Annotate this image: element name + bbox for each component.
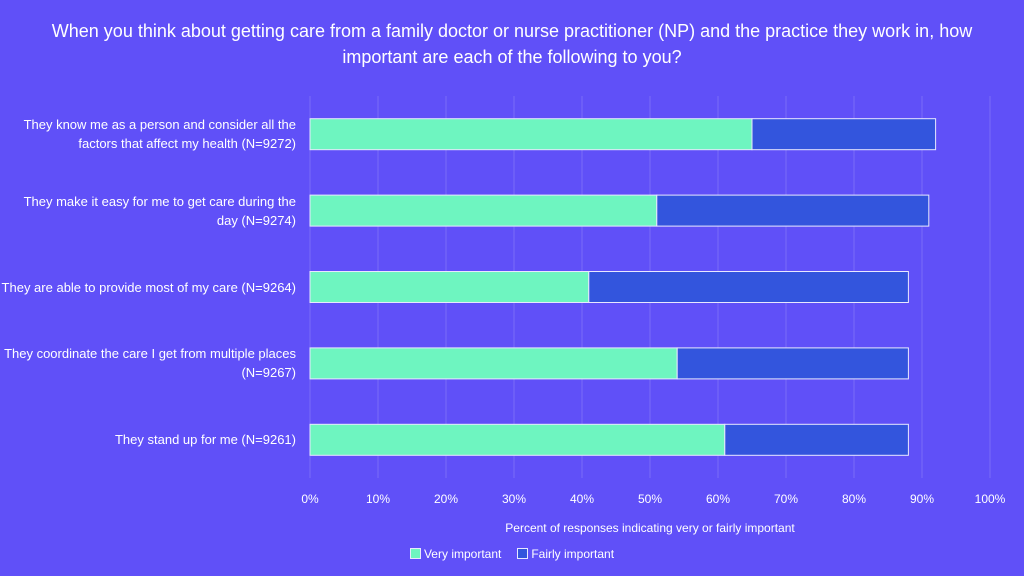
category-label: They know me as a person and consider al…	[23, 117, 296, 152]
x-tick-label: 40%	[570, 492, 594, 506]
category-label: They coordinate the care I get from mult…	[4, 346, 296, 381]
x-tick-label: 30%	[502, 492, 526, 506]
bar-very-important	[309, 347, 678, 380]
legend-item: Very important	[409, 547, 502, 561]
x-tick-label: 50%	[638, 492, 662, 506]
legend-swatch	[517, 548, 529, 559]
bar-fairly-important	[751, 118, 937, 151]
legend-label: Very important	[423, 547, 502, 561]
legend-label: Fairly important	[531, 547, 615, 561]
chart-title: When you think about getting care from a…	[51, 21, 973, 67]
legend: Very important Fairly important	[0, 547, 1024, 561]
x-tick-label: 20%	[434, 492, 458, 506]
x-tick-label: 0%	[301, 492, 319, 506]
category-label: They are able to provide most of my care…	[1, 279, 296, 295]
bar-very-important	[309, 118, 753, 151]
x-tick-label: 10%	[366, 492, 390, 506]
x-tick-label: 60%	[706, 492, 730, 506]
bar-very-important	[309, 271, 590, 303]
x-axis-label: Percent of responses indicating very or …	[505, 521, 795, 535]
bar-fairly-important	[588, 271, 909, 303]
legend-swatch	[409, 548, 421, 559]
bar-fairly-important	[656, 194, 930, 227]
bar-fairly-important	[676, 347, 909, 380]
x-tick-label: 90%	[910, 492, 934, 506]
x-tick-label: 100%	[975, 492, 1006, 506]
legend-item: Fairly important	[517, 547, 614, 561]
category-label: They stand up for me (N=9261)	[114, 432, 296, 448]
bar-fairly-important	[724, 423, 909, 456]
x-tick-label: 70%	[774, 492, 798, 506]
x-tick-label: 80%	[842, 492, 866, 506]
category-label: They make it easy for me to get care dur…	[23, 193, 296, 228]
bar-very-important	[309, 423, 726, 456]
bar-very-important	[309, 194, 658, 227]
